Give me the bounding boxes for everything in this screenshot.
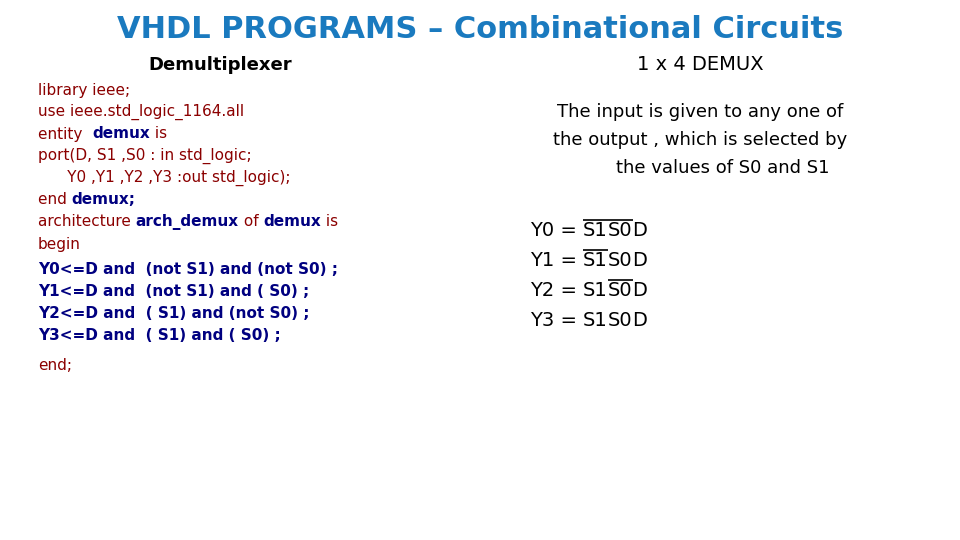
Text: Y0 =: Y0 =	[530, 220, 583, 240]
Text: arch_demux: arch_demux	[135, 214, 239, 230]
Text: Y3 =: Y3 =	[530, 310, 584, 329]
Text: is: is	[150, 126, 167, 141]
Text: Y3<=D and  ( S1) and ( S0) ;: Y3<=D and ( S1) and ( S0) ;	[38, 328, 280, 343]
Text: demux: demux	[92, 126, 150, 141]
Text: demux;: demux;	[72, 192, 135, 207]
Text: VHDL PROGRAMS – Combinational Circuits: VHDL PROGRAMS – Combinational Circuits	[117, 16, 843, 44]
Text: Y1<=D and  (not S1) and ( S0) ;: Y1<=D and (not S1) and ( S0) ;	[38, 285, 309, 300]
Text: S1: S1	[584, 280, 608, 300]
Text: Demultiplexer: Demultiplexer	[148, 56, 292, 74]
Text: demux: demux	[263, 214, 322, 230]
Text: S0: S0	[608, 251, 633, 269]
Text: S1: S1	[583, 220, 608, 240]
Text: Y2 =: Y2 =	[530, 280, 584, 300]
Text: D: D	[633, 280, 647, 300]
Text: S1: S1	[584, 310, 608, 329]
Text: Y0 ,Y1 ,Y2 ,Y3 :out std_logic);: Y0 ,Y1 ,Y2 ,Y3 :out std_logic);	[38, 170, 291, 186]
Text: Y2<=D and  ( S1) and (not S0) ;: Y2<=D and ( S1) and (not S0) ;	[38, 307, 309, 321]
Text: port(D, S1 ,S0 : in std_logic;: port(D, S1 ,S0 : in std_logic;	[38, 148, 252, 164]
Text: Y0<=D and  (not S1) and (not S0) ;: Y0<=D and (not S1) and (not S0) ;	[38, 262, 338, 278]
Text: S0: S0	[608, 280, 633, 300]
Text: S1: S1	[584, 251, 608, 269]
Text: S0: S0	[608, 310, 633, 329]
Text: is: is	[322, 214, 338, 230]
Text: D: D	[633, 310, 647, 329]
Text: library ieee;: library ieee;	[38, 83, 131, 98]
Text: end: end	[38, 192, 72, 207]
Text: 1 x 4 DEMUX: 1 x 4 DEMUX	[636, 56, 763, 75]
Text: of: of	[239, 214, 263, 230]
Text: D: D	[633, 251, 647, 269]
Text: S0: S0	[608, 220, 633, 240]
Text: architecture: architecture	[38, 214, 135, 230]
Text: D: D	[633, 220, 647, 240]
Text: use ieee.std_logic_1164.all: use ieee.std_logic_1164.all	[38, 104, 244, 120]
Text: end;: end;	[38, 357, 72, 373]
Text: begin: begin	[38, 237, 81, 252]
Text: Y1 =: Y1 =	[530, 251, 584, 269]
Text: entity: entity	[38, 126, 92, 141]
Text: The input is given to any one of
the output , which is selected by
        the v: The input is given to any one of the out…	[553, 103, 847, 177]
